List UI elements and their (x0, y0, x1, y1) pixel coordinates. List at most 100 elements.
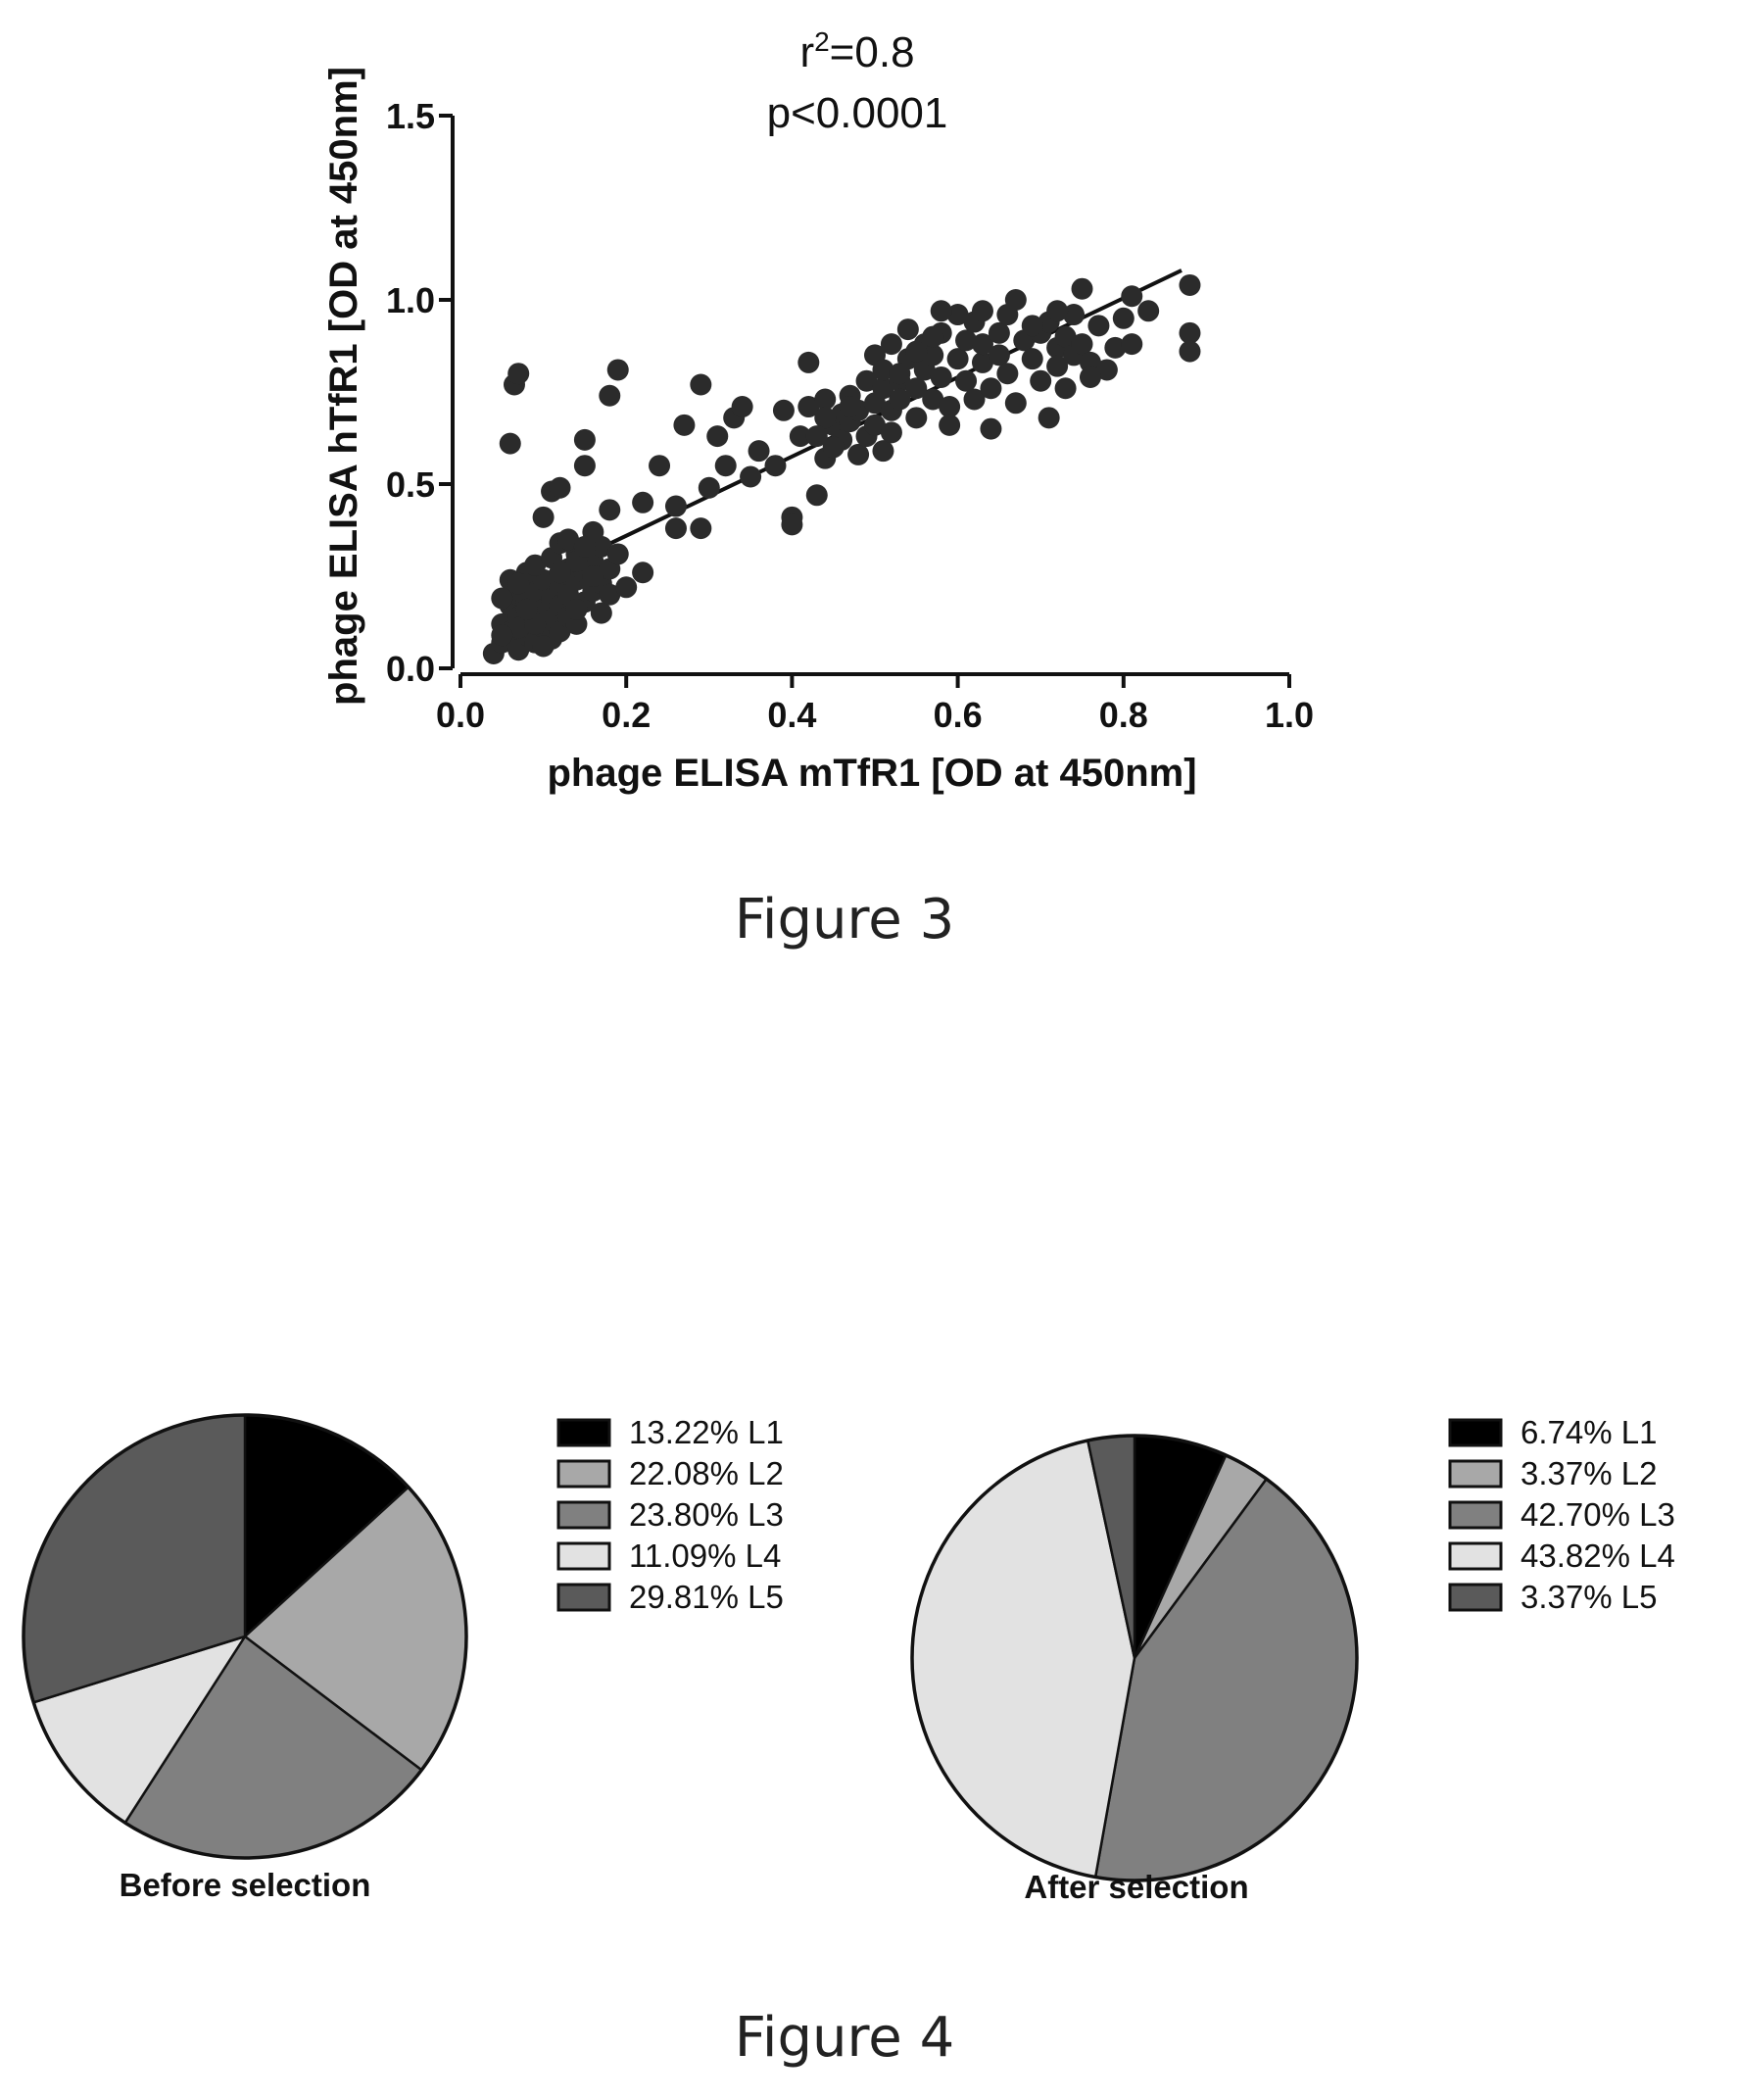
scatter-point (748, 440, 770, 463)
scatter-point (549, 476, 571, 499)
scatter-point (664, 517, 687, 540)
scatter-point (1079, 366, 1101, 388)
scatter-point (507, 363, 530, 385)
legend-entry-l4: 43.82% L4 (1521, 1538, 1675, 1574)
scatter-point (805, 425, 828, 448)
scatter-point (764, 455, 787, 477)
scatter-point (532, 506, 555, 528)
scatter-point (1179, 321, 1201, 344)
scatter-point (615, 576, 638, 599)
legend-after-selection: 6.74% L1 3.37% L2 42.70% L3 43.82% L4 3.37% … (1448, 1414, 1675, 1615)
scatter-point (1021, 348, 1043, 370)
scatter-point (939, 396, 961, 418)
annotation-p-value: p<0.0001 (767, 89, 948, 137)
scatter-point (980, 377, 1002, 400)
scatter-point (797, 351, 820, 373)
scatter-point (946, 348, 969, 370)
legend-swatch-l3 (556, 1500, 611, 1530)
scatter-point (872, 440, 894, 463)
scatter-point (971, 300, 993, 322)
scatter-point (1046, 355, 1069, 377)
pie-title-after-selection: After selection (1024, 1869, 1248, 1905)
scatter-point (1030, 369, 1052, 392)
scatter-point (963, 388, 986, 411)
scatter-point (1179, 273, 1201, 296)
scatter-point (922, 344, 944, 366)
scatter-point (789, 425, 811, 448)
scatter-point (872, 359, 894, 381)
y-axis-title: phage ELISA hTfR1 [OD at 450nm] (322, 67, 365, 706)
scatter-point (822, 436, 845, 459)
legend-entry-l5: 3.37% L5 (1521, 1579, 1657, 1615)
scatter-point (1121, 285, 1143, 308)
scatter-point (971, 333, 993, 356)
scatter-point (889, 388, 911, 411)
legend-entry-l2: 3.37% L2 (1521, 1455, 1657, 1491)
scatter-point (797, 396, 820, 418)
pie-title-before-selection: Before selection (120, 1867, 371, 1903)
scatter-point (930, 366, 952, 388)
annotation-r2: r2=0.8 (799, 26, 914, 76)
scatter-point (632, 491, 654, 513)
x-tick-label: 0.0 (436, 695, 485, 735)
scatter-point (980, 417, 1002, 440)
scatter-point (573, 455, 596, 477)
scatter-point (565, 598, 588, 620)
scatter-point (772, 399, 795, 421)
x-axis-title: phage ELISA mTfR1 [OD at 450nm] (547, 752, 1196, 795)
scatter-point (880, 421, 902, 444)
x-tick-label: 0.6 (934, 695, 983, 735)
scatter-point (1038, 407, 1060, 429)
legend-swatch-l5 (556, 1583, 611, 1612)
scatter-point (1071, 333, 1093, 356)
scatter-point (805, 484, 828, 507)
pie-outline (910, 1434, 1359, 1882)
scatter-point (573, 535, 596, 558)
scatter-point (1004, 392, 1027, 415)
legend-entry-l3: 23.80% L3 (629, 1496, 784, 1533)
scatter-point (855, 369, 878, 392)
scatter-point (532, 635, 555, 658)
scatter-point (1054, 325, 1077, 348)
scatter-point (1112, 307, 1135, 329)
scatter-point (714, 455, 737, 477)
scatter-point (905, 407, 928, 429)
scatter-point (988, 321, 1010, 344)
scatter-point (971, 351, 993, 373)
pie-chart-before-selection (22, 1413, 468, 1860)
scatter-point (491, 624, 513, 647)
scatter-point (740, 465, 762, 488)
scatter-point (491, 587, 513, 610)
pie-outline (22, 1413, 468, 1860)
scatter-point (599, 583, 621, 606)
legend-swatch-l5 (1448, 1583, 1503, 1612)
y-tick-label: 1.0 (386, 280, 435, 320)
scatter-point (896, 318, 919, 341)
scatter-point (599, 499, 621, 521)
scatter-point (549, 562, 571, 584)
legend-entry-l1: 13.22% L1 (629, 1414, 784, 1450)
figure-4-caption: Figure 4 (735, 2006, 954, 2070)
scatter-point (922, 388, 944, 411)
scatter-point (606, 543, 629, 565)
scatter-point (946, 304, 969, 326)
scatter-point (690, 373, 712, 396)
pie-chart-after-selection (910, 1434, 1359, 1882)
scatter-point (573, 428, 596, 451)
scatter-point (606, 359, 629, 381)
scatter-point (905, 377, 928, 400)
scatter-point (905, 340, 928, 363)
scatter-point (731, 396, 753, 418)
legend-entry-l4: 11.09% L4 (629, 1538, 781, 1574)
scatter-point (524, 554, 547, 576)
scatter-point (939, 414, 961, 436)
scatter-point (649, 455, 671, 477)
scatter-point (706, 425, 729, 448)
x-tick-label: 0.2 (602, 695, 651, 735)
scatter-point (1179, 340, 1201, 363)
scatter-point (1063, 304, 1086, 326)
scatter-point (690, 517, 712, 540)
legend-entry-l1: 6.74% L1 (1521, 1414, 1657, 1450)
legend-entry-l3: 42.70% L3 (1521, 1496, 1675, 1533)
scatter-axes: 0.0 0.2 0.4 0.6 0.8 1.0 0.0 0.5 1.0 1.5 (386, 96, 1314, 735)
